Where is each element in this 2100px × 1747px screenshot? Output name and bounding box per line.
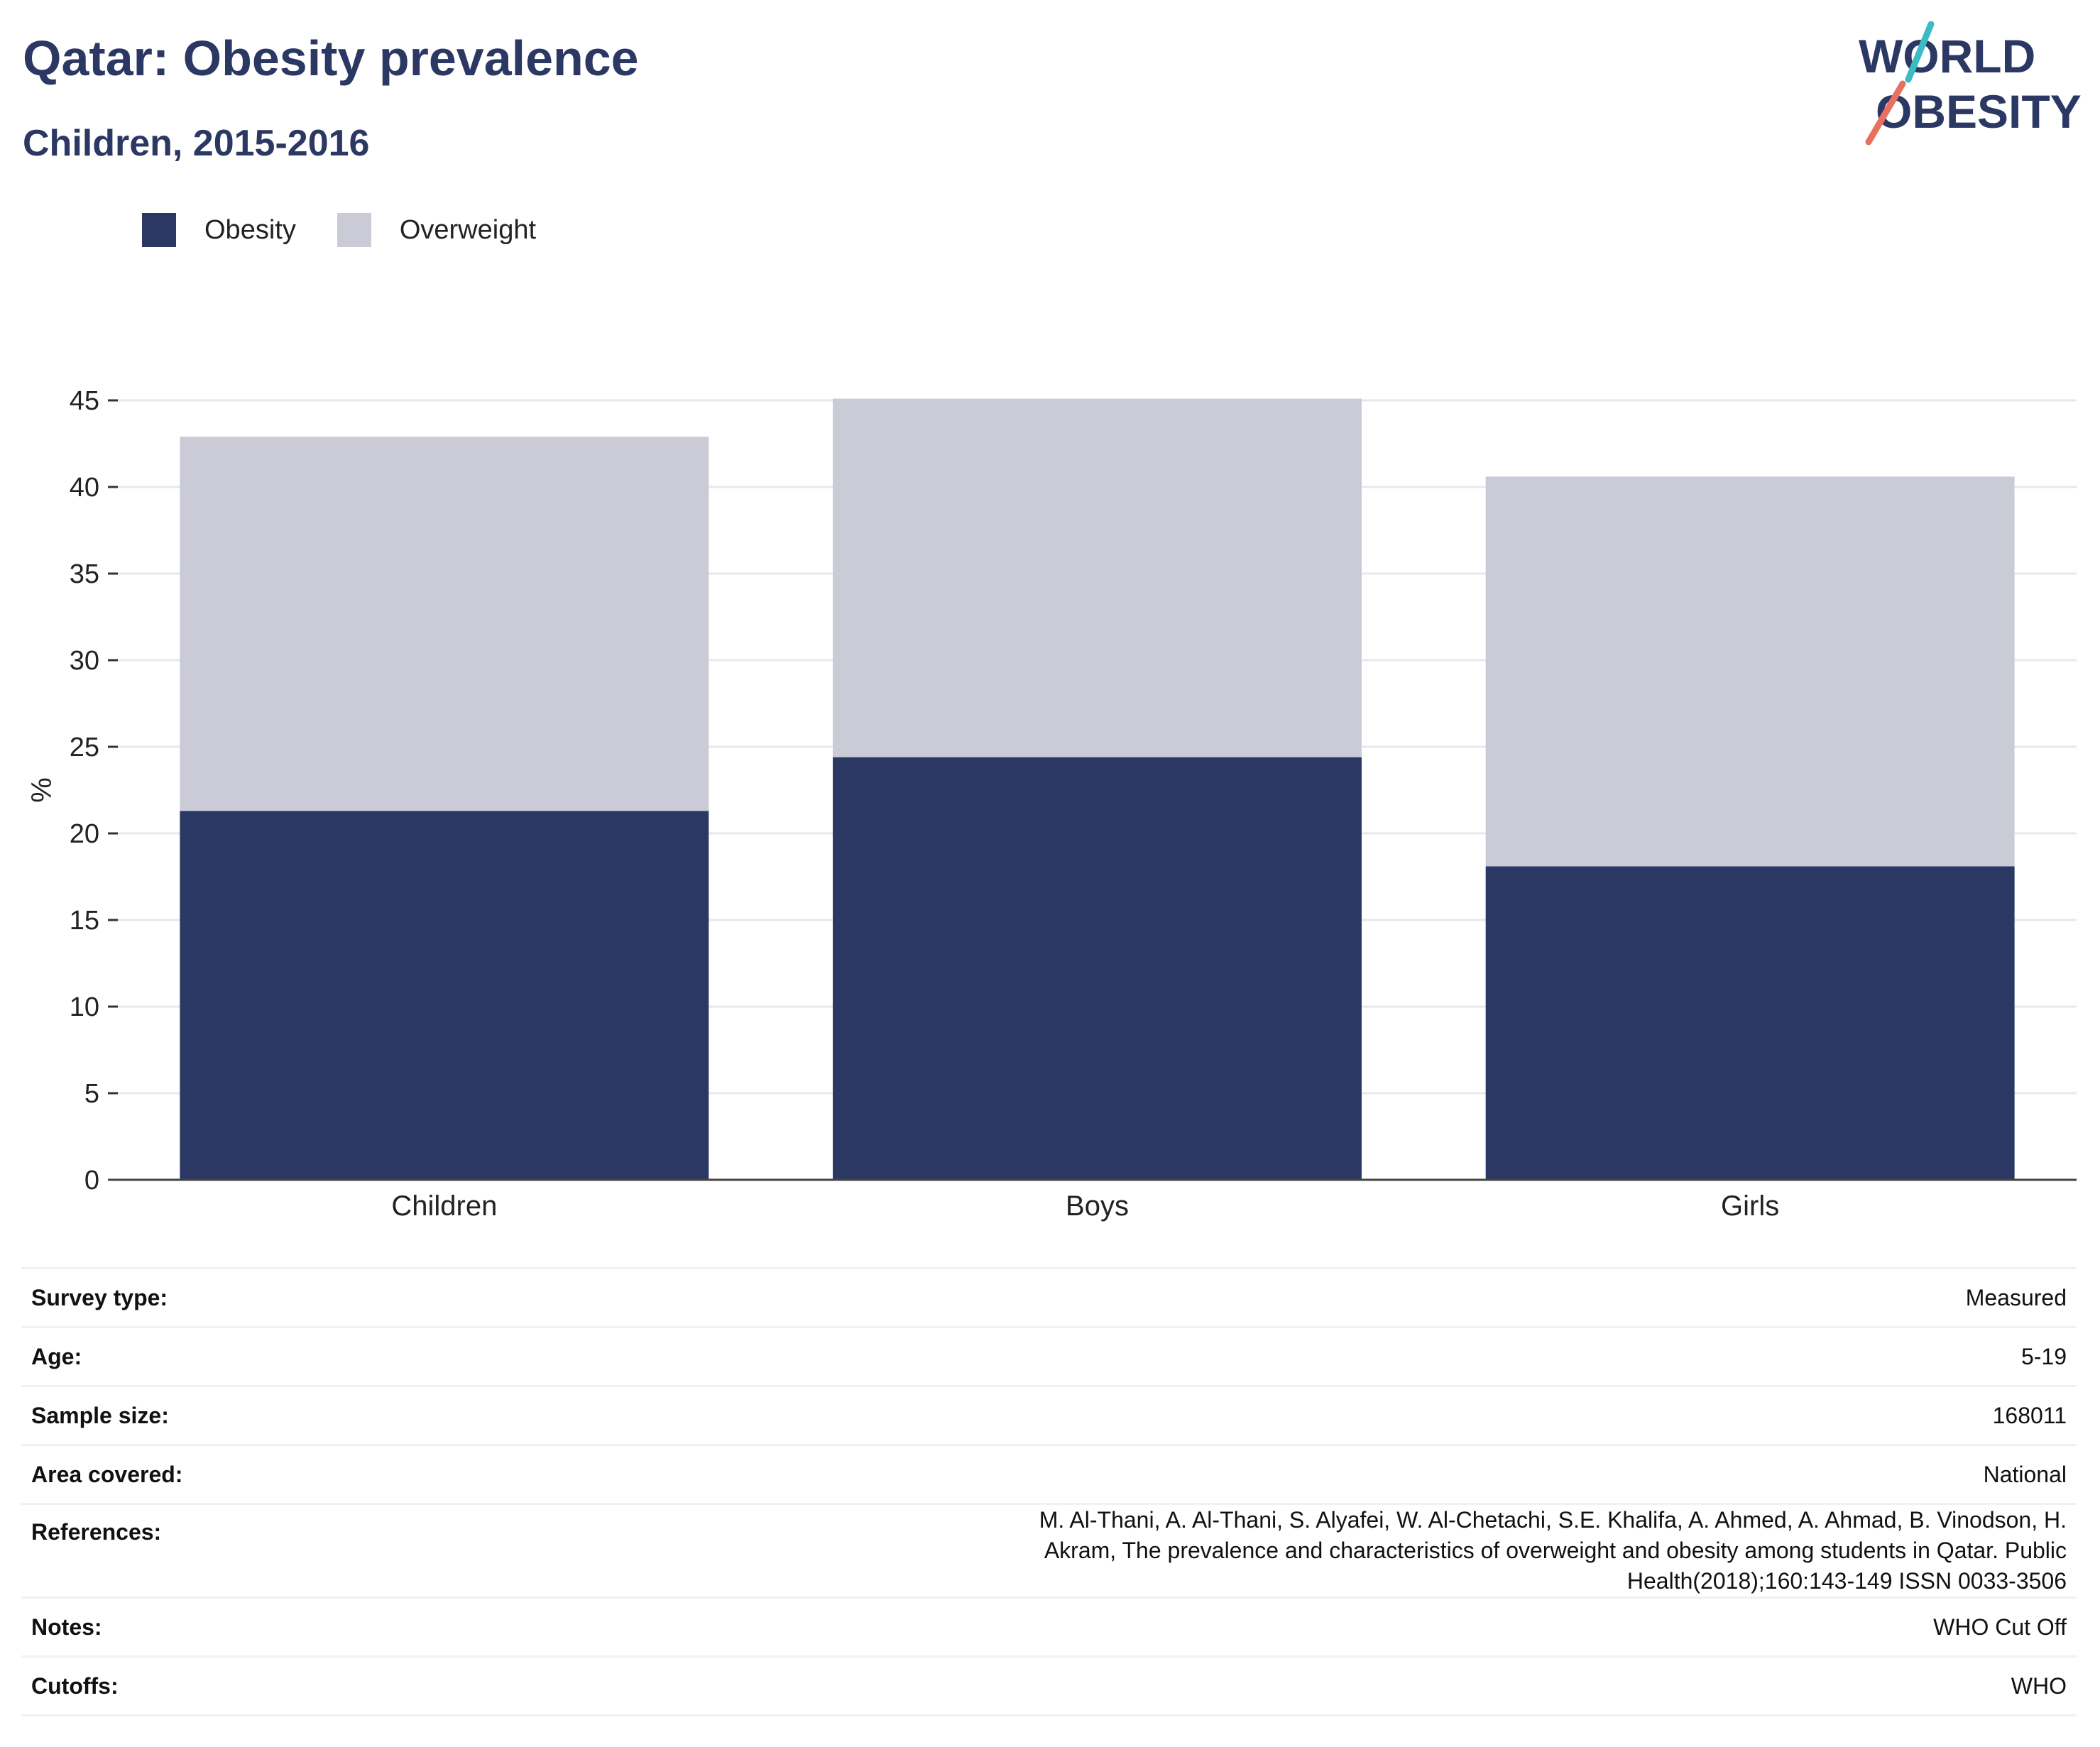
logo-line-2: OBESITY [1876,85,2082,138]
bar-overweight-boys [833,398,1362,757]
y-tick-label: 45 [70,386,99,416]
bar-obesity-children [180,811,709,1180]
legend-item-obesity: Obesity [142,213,296,247]
legend-swatch-overweight [337,213,371,247]
legend-swatch-obesity [142,213,176,247]
x-tick-label: Girls [1721,1190,1779,1222]
info-value: Measured [396,1267,2077,1327]
y-axis-label: % [26,777,58,803]
world-obesity-logo: WORLD OBESITY [1859,21,2082,146]
legend-label-overweight: Overweight [399,214,537,245]
info-label: References: [21,1503,396,1598]
logo-line-1: WORLD [1859,30,2035,82]
info-label: Survey type: [21,1267,396,1327]
chart-title: Qatar: Obesity prevalence [23,31,639,86]
info-value: WHO [396,1655,2077,1716]
info-label: Notes: [21,1597,396,1657]
survey-info-table: Survey type: Measured Age: 5-19 Sample s… [21,1267,2077,1716]
y-tick-label: 20 [70,819,99,849]
bar-obesity-boys [833,757,1362,1180]
logo-coral-stroke [1865,80,1906,146]
y-tick-label: 5 [84,1079,99,1109]
info-row-survey-type: Survey type: Measured [21,1267,2077,1327]
bar-overweight-children [180,437,709,811]
info-label: Cutoffs: [21,1655,396,1716]
y-tick-label: 40 [70,473,99,503]
info-row-area-covered: Area covered: National [21,1444,2077,1504]
info-value: M. Al-Thani, A. Al-Thani, S. Alyafei, W.… [396,1503,2077,1598]
x-tick-label: Boys [1066,1190,1129,1222]
y-tick-label: 15 [70,906,99,936]
info-row-notes: Notes: WHO Cut Off [21,1597,2077,1657]
y-tick-label: 0 [84,1166,99,1195]
y-tick-label: 35 [70,559,99,589]
bar-overweight-girls [1485,476,2015,867]
chart-subtitle: Children, 2015-2016 [23,123,370,164]
y-tick-label: 25 [70,733,99,762]
info-label: Area covered: [21,1444,396,1504]
info-value: WHO Cut Off [396,1597,2077,1657]
y-tick-label: 30 [70,646,99,676]
y-tick-label: 10 [70,992,99,1022]
chart-legend: Obesity Overweight [142,213,577,247]
bar-obesity-girls [1485,866,2015,1180]
stacked-bar-chart: 0 5 10 15 20 25 30 35 40 45% Children Boys Girls [26,386,2077,1222]
info-value: 168011 [396,1385,2077,1445]
info-row-cutoffs: Cutoffs: WHO [21,1655,2077,1716]
legend-item-overweight: Overweight [337,213,536,247]
logo-teal-stroke [1905,21,1935,83]
legend-label-obesity: Obesity [204,214,296,245]
info-value: 5-19 [396,1326,2077,1386]
info-value: National [396,1444,2077,1504]
info-label: Sample size: [21,1385,396,1445]
info-row-references: References: M. Al-Thani, A. Al-Thani, S.… [21,1503,2077,1598]
info-row-age: Age: 5-19 [21,1326,2077,1386]
info-label: Age: [21,1326,396,1386]
x-tick-label: Children [391,1190,497,1222]
info-row-sample-size: Sample size: 168011 [21,1385,2077,1445]
